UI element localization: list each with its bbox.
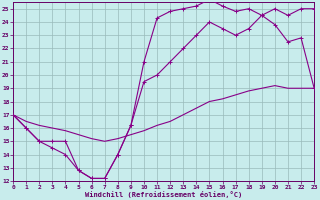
X-axis label: Windchill (Refroidissement éolien,°C): Windchill (Refroidissement éolien,°C) [85,191,242,198]
